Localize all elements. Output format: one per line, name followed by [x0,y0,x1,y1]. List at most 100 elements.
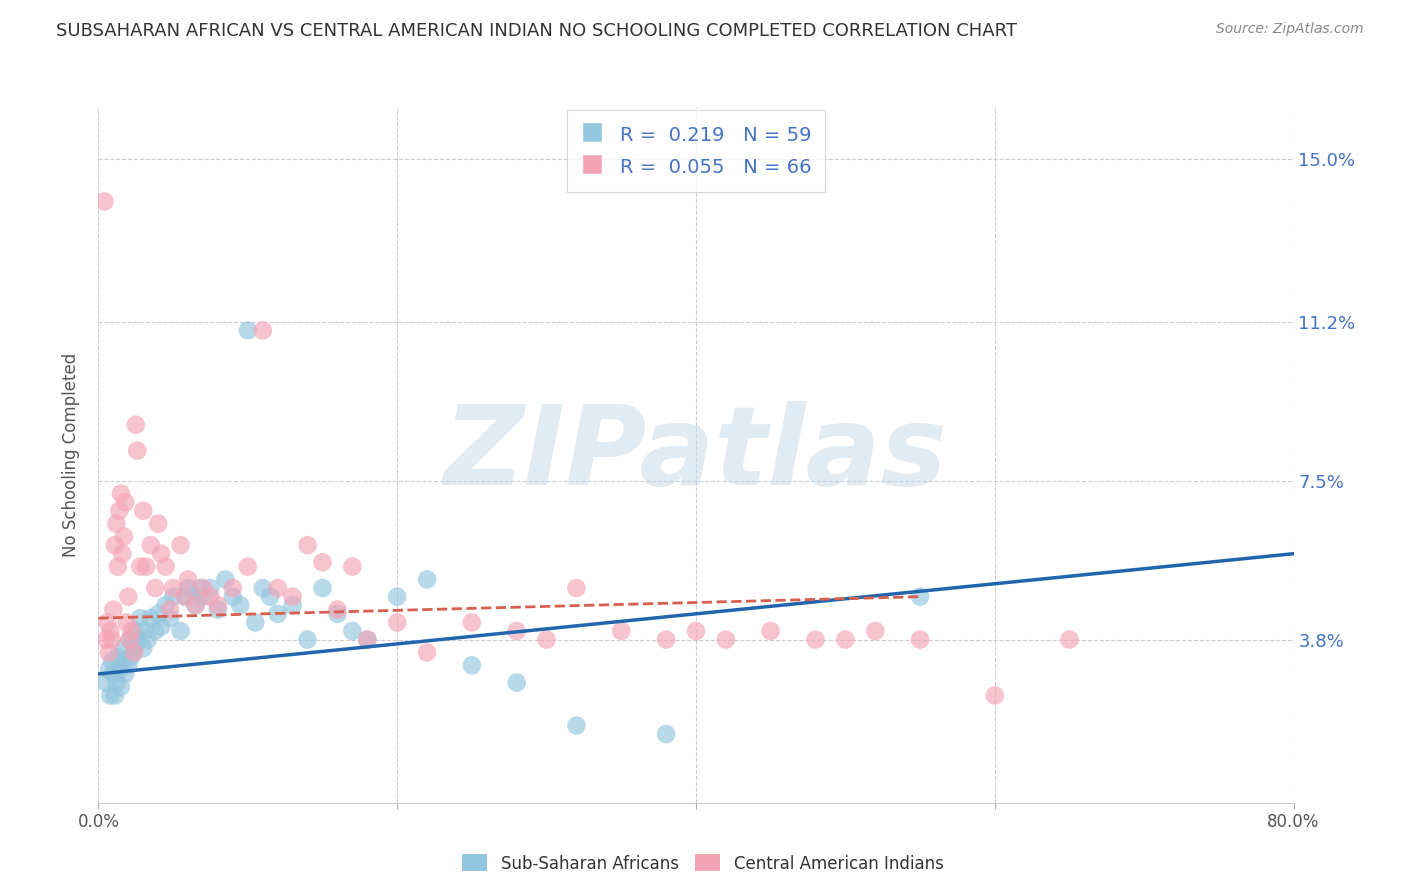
Point [222,590,245,604]
Point [159,602,181,616]
Point [214,573,236,587]
Point [125,417,148,432]
Point [177,581,200,595]
Point [267,607,290,621]
Point [107,649,129,664]
Point [506,675,529,690]
Point [111,654,134,668]
Point [139,538,162,552]
Point [267,581,290,595]
Point [565,581,588,595]
Point [252,581,274,595]
Legend: R =  0.219   N = 59, R =  0.055   N = 66: R = 0.219 N = 59, R = 0.055 N = 66 [567,110,825,192]
Point [191,590,214,604]
Point [159,611,181,625]
Point [236,323,259,337]
Text: SUBSAHARAN AFRICAN VS CENTRAL AMERICAN INDIAN NO SCHOOLING COMPLETED CORRELATION: SUBSAHARAN AFRICAN VS CENTRAL AMERICAN I… [56,22,1017,40]
Point [834,632,856,647]
Point [112,529,135,543]
Point [108,663,131,677]
Point [759,624,782,638]
Point [342,624,364,638]
Point [112,641,135,656]
Point [117,658,139,673]
Point [188,581,211,595]
Point [174,590,197,604]
Point [105,675,128,690]
Point [124,645,146,659]
Point [105,516,128,531]
Point [326,607,349,621]
Point [222,581,245,595]
Point [104,538,127,552]
Point [984,689,1007,703]
Point [98,624,122,638]
Point [356,632,378,647]
Point [245,615,267,630]
Point [114,667,136,681]
Point [356,632,378,647]
Point [118,632,141,647]
Point [96,615,118,630]
Point [184,599,207,613]
Point [101,632,124,647]
Point [125,624,148,638]
Point [118,632,141,647]
Point [685,624,707,638]
Point [117,590,139,604]
Point [132,504,155,518]
Point [114,495,136,509]
Point [143,581,166,595]
Legend: Sub-Saharan Africans, Central American Indians: Sub-Saharan Africans, Central American I… [456,847,950,880]
Point [111,547,134,561]
Point [135,559,157,574]
Point [281,590,304,604]
Point [207,599,229,613]
Point [326,602,349,616]
Point [93,194,115,209]
Point [385,590,409,604]
Point [200,590,222,604]
Point [120,624,142,638]
Point [311,581,333,595]
Point [162,581,184,595]
Point [124,641,146,656]
Point [177,573,200,587]
Point [107,559,129,574]
Point [174,590,197,604]
Point [115,615,138,630]
Point [311,555,333,569]
Point [236,559,259,574]
Point [155,599,177,613]
Point [110,680,132,694]
Point [252,323,274,337]
Text: Source: ZipAtlas.com: Source: ZipAtlas.com [1216,22,1364,37]
Point [229,599,252,613]
Point [143,624,166,638]
Point [148,607,170,621]
Point [610,624,633,638]
Point [200,581,222,595]
Point [97,645,120,659]
Point [865,624,887,638]
Point [101,654,124,668]
Point [97,663,120,677]
Point [148,516,170,531]
Y-axis label: No Schooling Completed: No Schooling Completed [62,353,80,557]
Point [104,689,127,703]
Point [207,602,229,616]
Point [120,649,142,664]
Point [150,547,173,561]
Point [714,632,737,647]
Point [297,632,319,647]
Point [655,632,678,647]
Point [139,611,162,625]
Point [94,675,117,690]
Point [461,615,484,630]
Point [94,632,117,647]
Point [132,641,155,656]
Point [127,443,149,458]
Point [804,632,827,647]
Point [103,602,125,616]
Point [155,559,177,574]
